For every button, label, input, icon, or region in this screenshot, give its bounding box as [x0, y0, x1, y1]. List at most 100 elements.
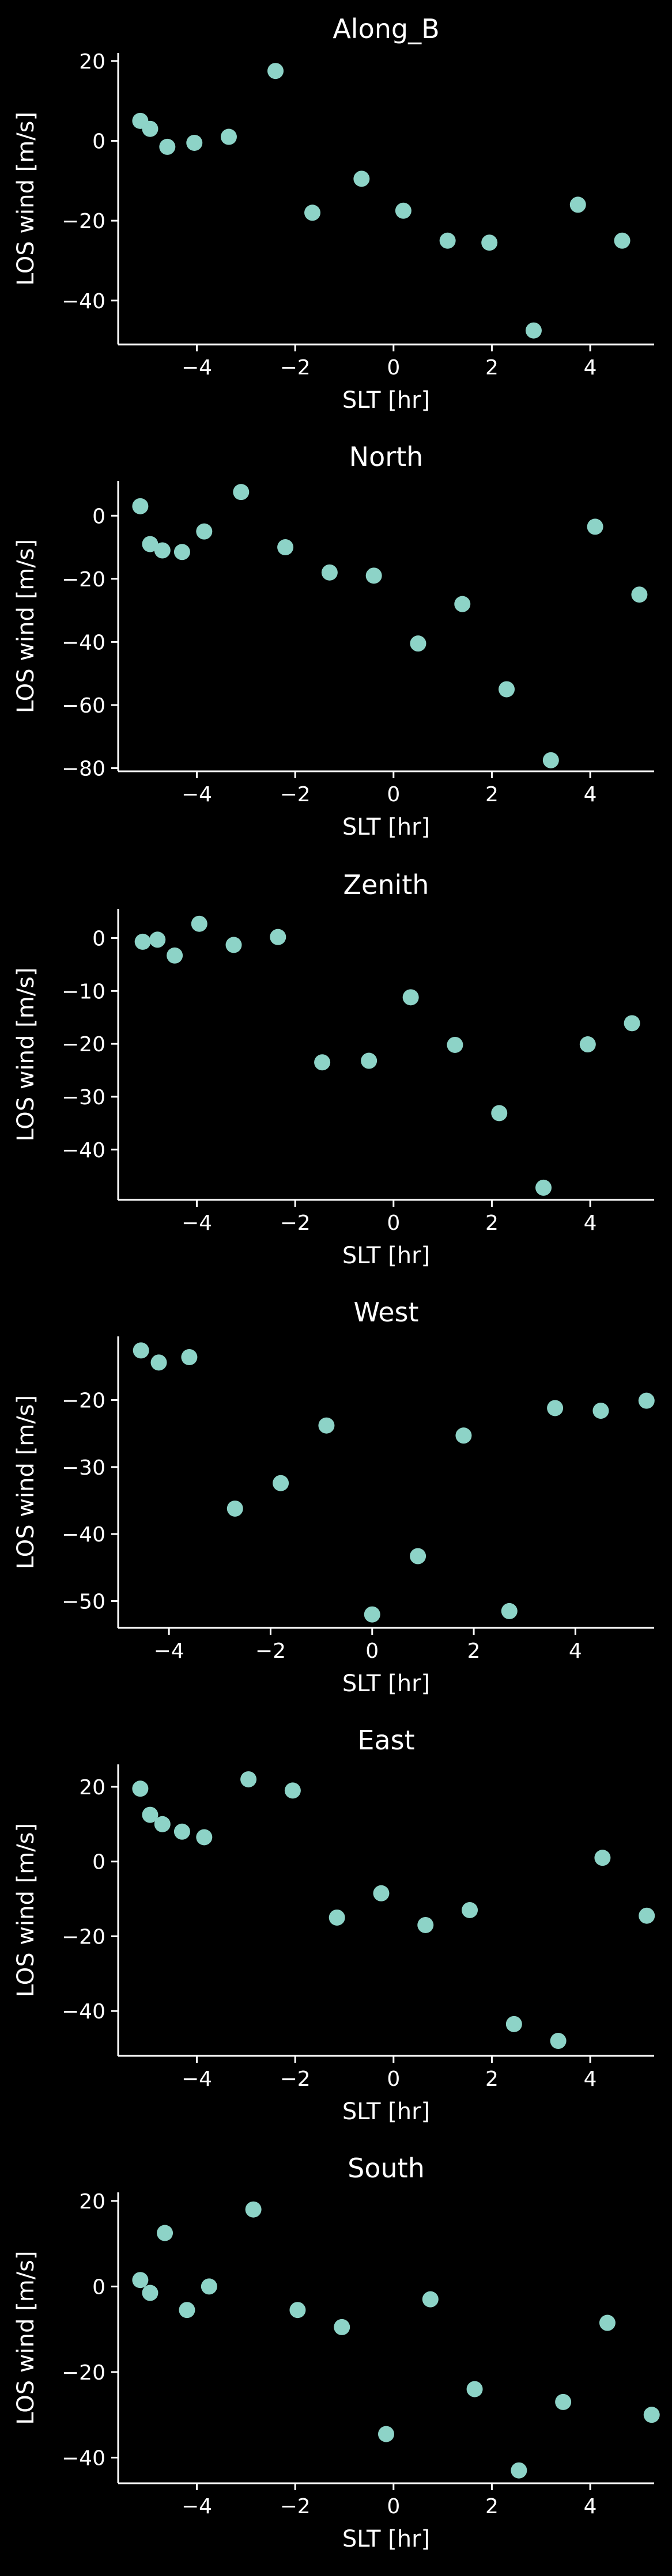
x-tick-label: 4	[584, 2495, 597, 2518]
data-point	[643, 2407, 660, 2423]
y-axis-label: LOS wind [m/s]	[13, 967, 39, 1141]
y-tick-label: 0	[92, 2275, 105, 2299]
data-point	[196, 523, 213, 540]
y-tick-label: −20	[62, 1033, 105, 1056]
data-point	[364, 1606, 380, 1623]
y-tick-label: −50	[62, 1590, 105, 1613]
data-point	[154, 1816, 171, 1832]
data-point	[462, 1902, 478, 1918]
data-point	[499, 681, 515, 698]
x-tick-label: −4	[182, 2067, 212, 2091]
data-point	[220, 128, 237, 145]
chart-title: Along_B	[333, 13, 439, 44]
data-point	[167, 947, 183, 964]
y-tick-label: −20	[62, 1925, 105, 1949]
data-point	[361, 1052, 377, 1069]
data-point	[555, 2393, 572, 2410]
y-axis-label: LOS wind [m/s]	[13, 539, 39, 713]
x-tick-label: 2	[467, 1639, 481, 1663]
data-point	[422, 2291, 439, 2308]
x-tick-label: −4	[182, 2495, 212, 2518]
x-tick-label: −2	[280, 1211, 311, 1235]
data-point	[150, 1354, 167, 1371]
data-point	[159, 138, 176, 155]
data-point	[505, 2016, 522, 2032]
x-tick-label: −4	[182, 356, 212, 380]
x-tick-label: 2	[485, 783, 499, 806]
y-tick-label: 20	[79, 50, 105, 74]
x-tick-label: 0	[387, 783, 400, 806]
data-point	[245, 2201, 262, 2218]
y-tick-label: −40	[62, 290, 105, 313]
y-tick-label: −10	[62, 980, 105, 1003]
x-tick-label: 0	[387, 1211, 400, 1235]
data-point	[267, 63, 284, 79]
data-point	[638, 1392, 655, 1409]
y-tick-label: −80	[62, 757, 105, 781]
data-point	[466, 2381, 483, 2397]
x-tick-label: −2	[280, 2495, 311, 2518]
x-tick-label: 0	[365, 1639, 379, 1663]
data-point	[270, 929, 286, 945]
data-point	[599, 2314, 616, 2331]
x-tick-label: −4	[182, 1211, 212, 1235]
data-point	[439, 232, 456, 249]
y-tick-label: −30	[62, 1086, 105, 1109]
data-point	[181, 1349, 198, 1366]
data-point	[417, 1916, 434, 1933]
x-tick-label: 2	[485, 2067, 499, 2091]
data-point	[196, 1829, 213, 1846]
x-tick-label: 0	[387, 2067, 400, 2091]
x-tick-label: −2	[280, 356, 311, 380]
data-point	[365, 567, 382, 584]
data-point	[154, 542, 171, 559]
data-point	[142, 120, 158, 137]
y-tick-label: −20	[62, 568, 105, 592]
data-point	[614, 232, 631, 249]
y-tick-label: −40	[62, 1523, 105, 1547]
data-point	[314, 1054, 331, 1071]
y-tick-label: 0	[92, 1851, 105, 1874]
data-point	[225, 937, 242, 953]
data-point	[321, 564, 338, 581]
data-point	[402, 989, 419, 1006]
data-point	[639, 1907, 655, 1924]
data-point	[395, 202, 411, 219]
x-axis-label: SLT [hr]	[342, 387, 430, 414]
data-point	[447, 1036, 463, 1053]
data-point	[132, 1781, 149, 1797]
data-point	[594, 1850, 611, 1866]
x-axis-label: SLT [hr]	[342, 814, 430, 840]
data-point	[318, 1417, 335, 1434]
y-tick-label: −20	[62, 1389, 105, 1413]
data-point	[587, 518, 603, 535]
data-point	[142, 536, 158, 552]
data-point	[173, 544, 190, 560]
x-axis-label: SLT [hr]	[342, 2526, 430, 2552]
y-tick-label: −40	[62, 2000, 105, 2024]
y-axis-label: LOS wind [m/s]	[13, 1823, 39, 1997]
data-point	[240, 1771, 257, 1787]
data-point	[481, 234, 498, 251]
data-point	[454, 596, 471, 612]
chart-title: South	[348, 2153, 425, 2184]
data-point	[134, 933, 151, 950]
x-tick-label: 0	[387, 356, 400, 380]
data-point	[289, 2302, 306, 2319]
data-point	[501, 1603, 518, 1619]
data-point	[547, 1400, 564, 1416]
data-point	[132, 2272, 149, 2289]
data-point	[455, 1427, 472, 1444]
data-point	[133, 1342, 149, 1359]
data-point	[304, 204, 321, 221]
x-tick-label: 4	[584, 783, 597, 806]
data-point	[132, 498, 149, 514]
x-tick-label: 4	[569, 1639, 582, 1663]
x-tick-label: 2	[485, 356, 499, 380]
x-tick-label: −4	[182, 783, 212, 806]
